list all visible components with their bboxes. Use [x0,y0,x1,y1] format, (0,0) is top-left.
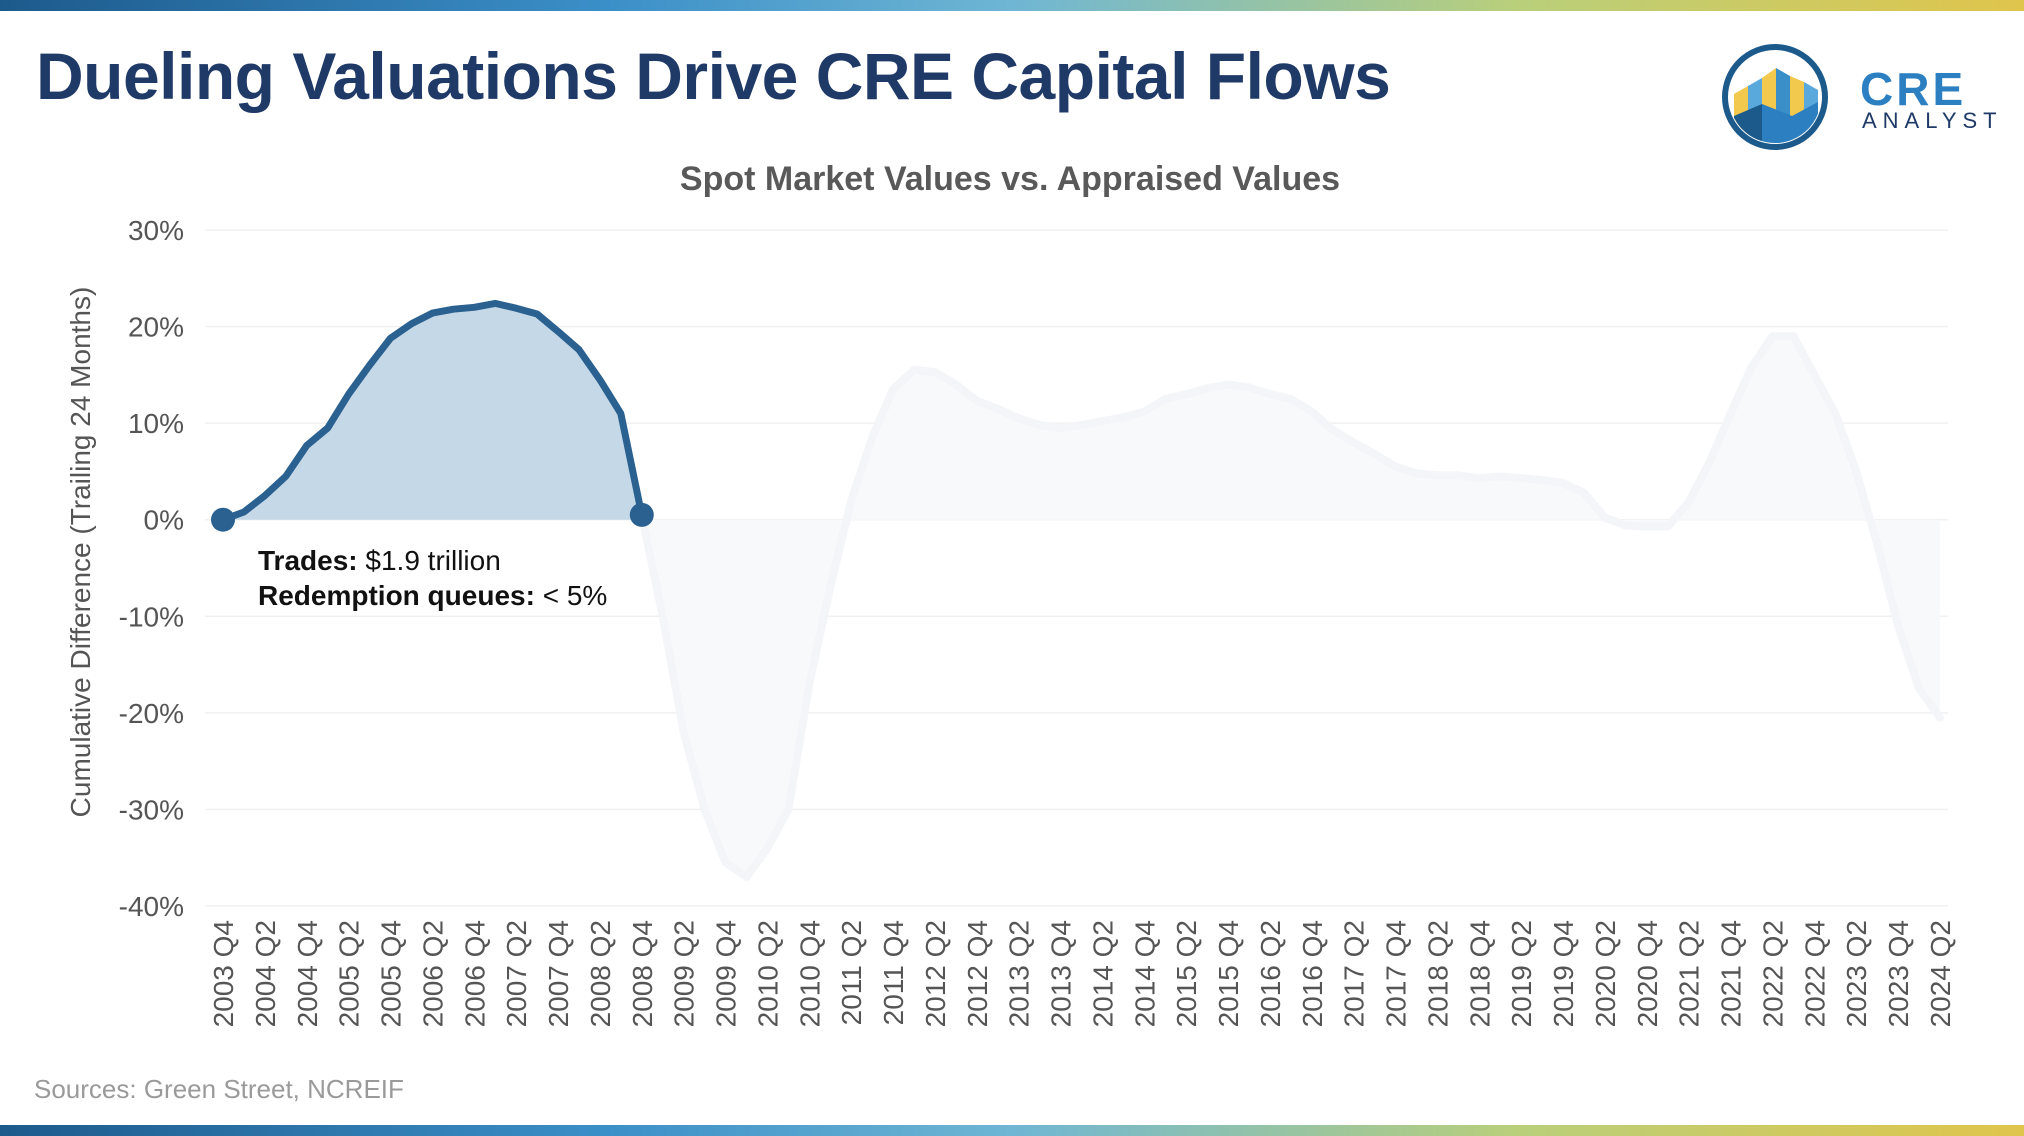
x-tick-label: 2004 Q2 [250,920,281,1027]
x-tick-label: 2005 Q2 [334,920,365,1027]
queues-line: Redemption queues: < 5% [258,580,607,611]
x-tick-label: 2023 Q2 [1841,920,1872,1027]
x-tick-label: 2006 Q2 [417,920,448,1027]
y-tick-label: -40% [119,891,184,922]
x-tick-label: 2016 Q2 [1255,920,1286,1027]
x-tick-label: 2017 Q4 [1381,920,1412,1027]
x-tick-label: 2013 Q4 [1046,920,1077,1027]
x-tick-label: 2009 Q2 [669,920,700,1027]
y-tick-label: 20% [128,312,184,343]
trades-label: Trades: [258,545,358,576]
x-axis-ticks: 2003 Q4 2004 Q2 2004 Q4 2005 Q2 2005 Q4 2006 … [208,920,1956,1027]
y-axis-ticks: 30% 20% 10% 0% -10% -20% -30% -40% [119,215,184,922]
queues-label: Redemption queues: [258,580,535,611]
start-point-marker [211,507,235,532]
x-tick-label: 2022 Q2 [1757,920,1788,1027]
x-tick-label: 2006 Q4 [459,920,490,1027]
x-tick-label: 2015 Q2 [1171,920,1202,1027]
trades-annotation: Trades: $1.9 trillion Redemption queues:… [258,545,607,611]
logo-subtitle: ANALYST [1862,108,2003,133]
x-tick-label: 2014 Q4 [1129,920,1160,1027]
bottom-accent-band [0,1125,2024,1136]
x-tick-label: 2012 Q4 [962,920,993,1027]
x-tick-label: 2022 Q4 [1799,920,1830,1027]
y-axis-title: Cumulative Difference (Trailing 24 Month… [65,287,96,818]
x-tick-label: 2007 Q2 [501,920,532,1027]
x-tick-label: 2021 Q4 [1716,920,1747,1027]
chart-title: Spot Market Values vs. Appraised Values [680,160,1340,198]
trades-value: $1.9 trillion [358,545,501,576]
series-layer [211,299,1944,881]
y-tick-label: 30% [128,215,184,246]
x-tick-label: 2023 Q4 [1883,920,1914,1027]
x-tick-label: 2021 Q2 [1674,920,1705,1027]
x-tick-label: 2014 Q2 [1087,920,1118,1027]
x-tick-label: 2007 Q4 [543,920,574,1027]
queues-value: < 5% [535,580,607,611]
x-tick-label: 2011 Q2 [836,920,867,1025]
logo-wordmark: CRE [1860,63,1967,115]
highlight-series-line [219,299,646,524]
y-tick-label: -20% [119,698,184,729]
x-tick-label: 2016 Q4 [1297,920,1328,1027]
x-tick-label: 2003 Q4 [208,920,239,1027]
x-tick-label: 2011 Q4 [878,920,909,1025]
faded-series-line [637,332,1944,881]
y-tick-label: 0% [144,505,184,536]
x-tick-label: 2010 Q4 [794,920,825,1027]
source-note: Sources: Green Street, NCREIF [34,1074,404,1104]
x-tick-label: 2009 Q4 [711,920,742,1027]
x-tick-label: 2018 Q4 [1464,920,1495,1027]
trades-line: Trades: $1.9 trillion [258,545,501,576]
x-tick-label: 2013 Q2 [1004,920,1035,1027]
highlight-area [223,303,642,520]
x-tick-label: 2004 Q4 [292,920,323,1027]
cre-analyst-logo: CRE ANALYST [1722,44,1997,154]
x-tick-label: 2020 Q2 [1590,920,1621,1027]
x-tick-label: 2015 Q4 [1213,920,1244,1027]
x-tick-label: 2012 Q2 [920,920,951,1027]
y-tick-label: 10% [128,408,184,439]
x-tick-label: 2018 Q2 [1422,920,1453,1027]
faded-area [641,336,1940,877]
y-tick-label: -30% [119,794,184,825]
top-accent-band [0,0,2024,11]
x-tick-label: 2005 Q4 [376,920,407,1027]
x-tick-label: 2008 Q2 [585,920,616,1027]
x-tick-label: 2024 Q2 [1925,920,1956,1027]
x-tick-label: 2008 Q4 [627,920,658,1027]
x-tick-label: 2020 Q4 [1632,920,1663,1027]
x-tick-label: 2019 Q2 [1506,920,1537,1027]
end-point-marker [629,502,654,527]
cre-analyst-logo-icon [1722,44,1828,150]
x-tick-label: 2019 Q4 [1548,920,1579,1027]
x-tick-label: 2010 Q2 [752,920,783,1027]
y-tick-label: -10% [119,601,184,632]
page-title: Dueling Valuations Drive CRE Capital Flo… [36,39,1391,113]
x-tick-label: 2017 Q2 [1339,920,1370,1027]
